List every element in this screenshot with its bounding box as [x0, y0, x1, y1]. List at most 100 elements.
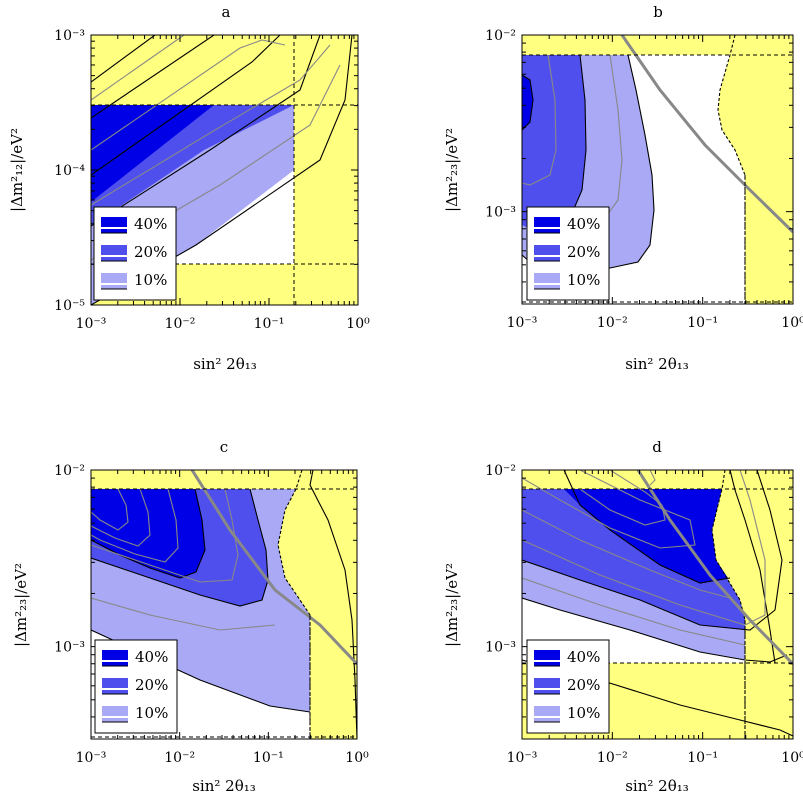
legend-label: 40% — [135, 648, 168, 666]
panel-b: b 10⁻³ 10⁻² 10⁻¹ 10⁰ 10⁻³ 10⁻² sin² 2θ₁₃ |Δm²… — [443, 3, 803, 373]
panel-b-contour-black-3 — [522, 74, 534, 131]
panel-a-contour-gray-2 — [91, 39, 286, 151]
panel-d-contour-black-1 — [563, 470, 731, 584]
panel-c-frame — [90, 469, 358, 740]
legend-swatch — [102, 706, 128, 716]
panel-d-thick-curve — [636, 470, 793, 666]
panel-a-contour-gray-1 — [91, 35, 185, 101]
y-tick-label: 10⁻³ — [485, 205, 516, 221]
y-tick-label: 10⁻⁴ — [54, 163, 85, 179]
panel-c-title: c — [220, 438, 228, 456]
x-tick-label: 10⁻² — [165, 316, 196, 332]
panel-a-axes: 10⁻³ 10⁻² 10⁻¹ 10⁰ 10⁻⁵ 10⁻⁴ 10⁻³ — [54, 28, 370, 332]
legend-swatch — [534, 245, 560, 255]
legend-label: 10% — [135, 704, 168, 722]
panel-d-contour-gray-4 — [522, 509, 731, 599]
panel-c-contour-gray-1 — [91, 488, 129, 531]
panel-d-ylabel: |Δm²₂₃|/eV² — [443, 563, 461, 647]
legend-swatch — [534, 650, 560, 660]
panel-d-xlabel: sin² 2θ₁₃ — [625, 777, 689, 795]
panel-b-xlabel: sin² 2θ₁₃ — [625, 355, 689, 373]
panel-d-frame — [521, 469, 794, 740]
legend-swatch — [101, 245, 127, 255]
panel-c-contour-black-2 — [91, 488, 269, 607]
legend-label: 20% — [567, 243, 600, 261]
panel-d-contour-gray-3 — [522, 470, 696, 549]
x-tick-label: 10⁻¹ — [687, 750, 718, 766]
panel-b-ylabel: |Δm²₂₃|/eV² — [443, 128, 461, 212]
legend-swatch — [101, 273, 127, 283]
x-tick-label: 10⁻² — [597, 315, 628, 331]
panel-c-contour-black-3 — [91, 488, 206, 579]
x-tick-label: 10⁻¹ — [687, 315, 718, 331]
y-tick-label: 10⁻² — [54, 463, 85, 479]
panel-a-contour-black-4 — [91, 35, 321, 227]
x-tick-label: 10⁻² — [164, 750, 195, 766]
panel-c-xlabel: sin² 2θ₁₃ — [192, 777, 256, 795]
panel-b-frame — [521, 34, 794, 305]
legend-label: 40% — [567, 215, 600, 233]
panel-a-contour-gray-3 — [91, 44, 331, 206]
panel-c-region-40 — [91, 489, 205, 578]
x-tick-label: 10⁻³ — [507, 315, 538, 331]
panel-a-plot-area — [91, 35, 358, 305]
x-tick-label: 10⁻³ — [507, 750, 538, 766]
panel-b-region-20 — [522, 55, 586, 230]
y-tick-label: 10⁻⁵ — [54, 298, 85, 314]
panel-b-thick-curve — [620, 35, 793, 234]
panel-d-title: d — [652, 438, 662, 456]
legend-label: 40% — [567, 648, 600, 666]
panel-c-legend: 40% 20% 10% — [94, 639, 178, 734]
panel-b-axes: 10⁻³ 10⁻² 10⁻¹ 10⁰ 10⁻³ 10⁻² — [485, 28, 803, 331]
panel-c-contour-gray-5 — [91, 597, 276, 631]
legend-label: 40% — [134, 215, 167, 233]
y-tick-label: 10⁻³ — [54, 28, 85, 44]
x-tick-label: 10⁻¹ — [253, 750, 284, 766]
legend-label: 10% — [134, 271, 167, 289]
panel-c-contour-gray-2 — [91, 488, 151, 547]
legend-label: 20% — [134, 243, 167, 261]
panel-b-contour-gray-1 — [522, 54, 557, 186]
panel-a-contour-black-1 — [91, 35, 156, 83]
legend-swatch — [102, 678, 128, 688]
x-tick-label: 10⁻³ — [76, 750, 107, 766]
panel-a-ylabel: |Δm²₁₂|/eV² — [8, 128, 26, 212]
panel-a-contour-black-2 — [91, 35, 215, 119]
y-tick-label: 10⁻² — [485, 463, 516, 479]
legend-swatch — [534, 273, 560, 283]
panel-c-axes: 10⁻³ 10⁻² 10⁻¹ 10⁰ 10⁻³ 10⁻² — [54, 463, 369, 766]
x-tick-label: 10⁻² — [597, 750, 628, 766]
legend-label: 20% — [135, 676, 168, 694]
legend-label: 20% — [567, 676, 600, 694]
panel-b-boundary-dotted — [717, 35, 746, 304]
panel-a-contour-black-3 — [91, 35, 281, 176]
x-tick-label: 10⁰ — [346, 316, 370, 332]
legend-label: 10% — [567, 271, 600, 289]
legend-swatch — [534, 706, 560, 716]
panel-c-ylabel: |Δm²₂₃|/eV² — [12, 563, 30, 647]
y-tick-label: 10⁻³ — [485, 640, 516, 656]
x-tick-label: 10⁰ — [345, 750, 369, 766]
x-tick-label: 10⁻¹ — [254, 316, 285, 332]
panel-a-legend: 40% 20% 10% — [93, 206, 177, 301]
legend-swatch — [534, 678, 560, 688]
panel-b-legend: 40% 20% 10% — [526, 206, 610, 301]
panel-c-contour-gray-4 — [91, 488, 239, 583]
legend-swatch — [102, 650, 128, 660]
x-tick-label: 10⁻³ — [76, 316, 107, 332]
y-tick-label: 10⁻³ — [54, 640, 85, 656]
x-tick-label: 10⁰ — [781, 315, 803, 331]
panel-d-contour-gray-2 — [579, 470, 666, 526]
panel-c-thick-curve — [190, 470, 357, 666]
x-tick-label: 10⁰ — [781, 750, 803, 766]
panel-b-title: b — [653, 3, 663, 21]
panel-d-contour-black-5 — [729, 470, 776, 664]
panel-c-plot-area — [91, 470, 357, 739]
y-tick-label: 10⁻² — [485, 28, 516, 44]
panel-d-axes: 10⁻³ 10⁻² 10⁻¹ 10⁰ 10⁻³ 10⁻² — [485, 463, 803, 766]
legend-swatch — [534, 217, 560, 227]
